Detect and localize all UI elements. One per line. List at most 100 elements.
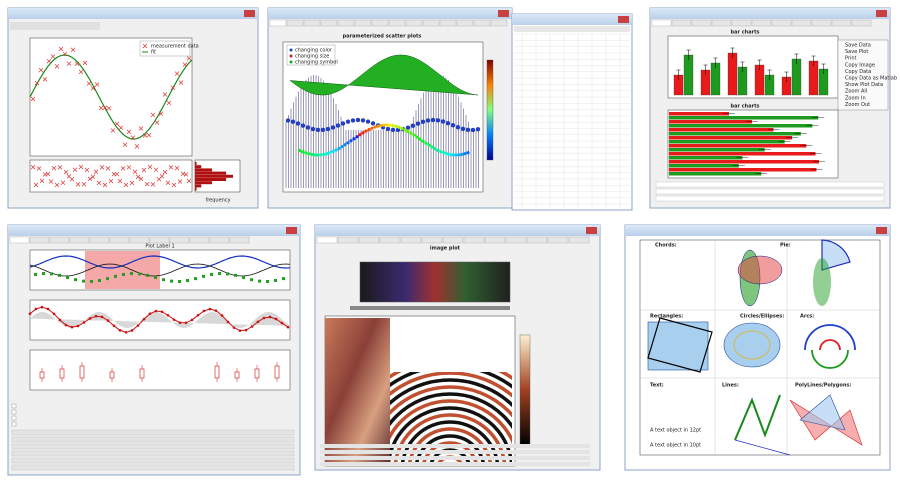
close-button[interactable] [618, 16, 629, 23]
label[interactable]: Copy Data as Matlab [845, 76, 897, 82]
error-bar [730, 47, 735, 58]
tab[interactable] [442, 236, 464, 244]
tab[interactable] [69, 236, 90, 244]
tab[interactable] [49, 236, 70, 244]
shape [723, 322, 781, 368]
tab[interactable] [269, 19, 287, 27]
tab[interactable] [320, 19, 338, 27]
tab[interactable] [526, 236, 548, 244]
label[interactable]: Print [845, 56, 857, 62]
tab[interactable] [851, 19, 872, 27]
marker [100, 315, 104, 319]
label[interactable]: Copy Data [845, 69, 871, 75]
tab[interactable] [484, 236, 506, 244]
marker [114, 171, 120, 177]
control[interactable] [655, 188, 885, 195]
checkbox[interactable] [11, 409, 17, 415]
tab[interactable] [286, 19, 304, 27]
checkbox[interactable] [11, 421, 17, 427]
tab[interactable] [354, 19, 372, 27]
marker [138, 272, 141, 276]
marker [274, 279, 277, 283]
tab[interactable] [29, 236, 50, 244]
tab[interactable] [149, 236, 170, 244]
control[interactable] [320, 456, 590, 460]
tab[interactable] [229, 236, 250, 244]
marker [158, 111, 164, 116]
tab[interactable] [547, 236, 569, 244]
tab[interactable] [751, 19, 772, 27]
stripe [390, 378, 512, 408]
histogram-bar [195, 168, 213, 172]
tab[interactable] [731, 19, 752, 27]
label[interactable]: Save Data [845, 43, 871, 49]
tab[interactable] [109, 236, 130, 244]
tab[interactable] [337, 19, 355, 27]
tab[interactable] [831, 19, 852, 27]
tab[interactable] [811, 19, 832, 27]
label[interactable]: Show Plot Data [845, 82, 883, 88]
tab[interactable] [303, 19, 321, 27]
close-button[interactable] [498, 10, 509, 17]
tab[interactable] [439, 19, 457, 27]
tab[interactable] [388, 19, 406, 27]
tab[interactable] [337, 236, 359, 244]
tab[interactable] [169, 236, 190, 244]
close-button[interactable] [876, 10, 887, 17]
tab[interactable] [791, 19, 812, 27]
control[interactable] [11, 429, 295, 436]
scatter-point [290, 119, 296, 124]
control[interactable] [655, 181, 885, 188]
control[interactable] [11, 464, 295, 471]
tab[interactable] [505, 236, 527, 244]
tab[interactable] [379, 236, 401, 244]
tab[interactable] [568, 236, 590, 244]
tab[interactable] [711, 19, 732, 27]
control[interactable] [320, 444, 590, 448]
label[interactable]: Zoom All [845, 89, 867, 95]
control[interactable] [11, 450, 295, 457]
label[interactable]: Save Plot [845, 49, 868, 55]
checkbox[interactable] [11, 403, 17, 409]
tab[interactable] [422, 19, 440, 27]
control[interactable] [11, 443, 295, 450]
tab[interactable] [209, 236, 230, 244]
tab[interactable] [671, 19, 692, 27]
tab[interactable] [89, 236, 110, 244]
label[interactable]: Zoom Out [845, 102, 870, 108]
scatter-point [301, 150, 305, 154]
tab[interactable] [9, 236, 30, 244]
label[interactable]: Copy Image [845, 62, 875, 68]
tab[interactable] [400, 236, 422, 244]
control[interactable] [11, 457, 295, 464]
close-button[interactable] [586, 227, 597, 234]
control[interactable] [655, 195, 885, 202]
label[interactable]: Zoom In [845, 95, 866, 101]
control[interactable] [320, 462, 590, 466]
marker [178, 80, 184, 85]
control[interactable] [11, 436, 295, 443]
tab[interactable] [473, 19, 491, 27]
close-button[interactable] [876, 227, 887, 234]
bar [669, 172, 762, 176]
tab[interactable] [490, 19, 508, 27]
marker [84, 167, 90, 173]
close-button[interactable] [244, 10, 255, 17]
tab[interactable] [371, 19, 389, 27]
tab[interactable] [358, 236, 380, 244]
tab[interactable] [405, 19, 423, 27]
tab[interactable] [129, 236, 150, 244]
control[interactable] [320, 450, 590, 454]
marker [153, 167, 159, 172]
checkbox[interactable] [11, 415, 17, 421]
tab[interactable] [456, 19, 474, 27]
tab[interactable] [651, 19, 672, 27]
tab[interactable] [421, 236, 443, 244]
tab[interactable] [691, 19, 712, 27]
tab[interactable] [771, 19, 792, 27]
tab[interactable] [316, 236, 338, 244]
marker [134, 144, 140, 149]
tab[interactable] [463, 236, 485, 244]
close-button[interactable] [286, 227, 297, 234]
tab[interactable] [189, 236, 210, 244]
